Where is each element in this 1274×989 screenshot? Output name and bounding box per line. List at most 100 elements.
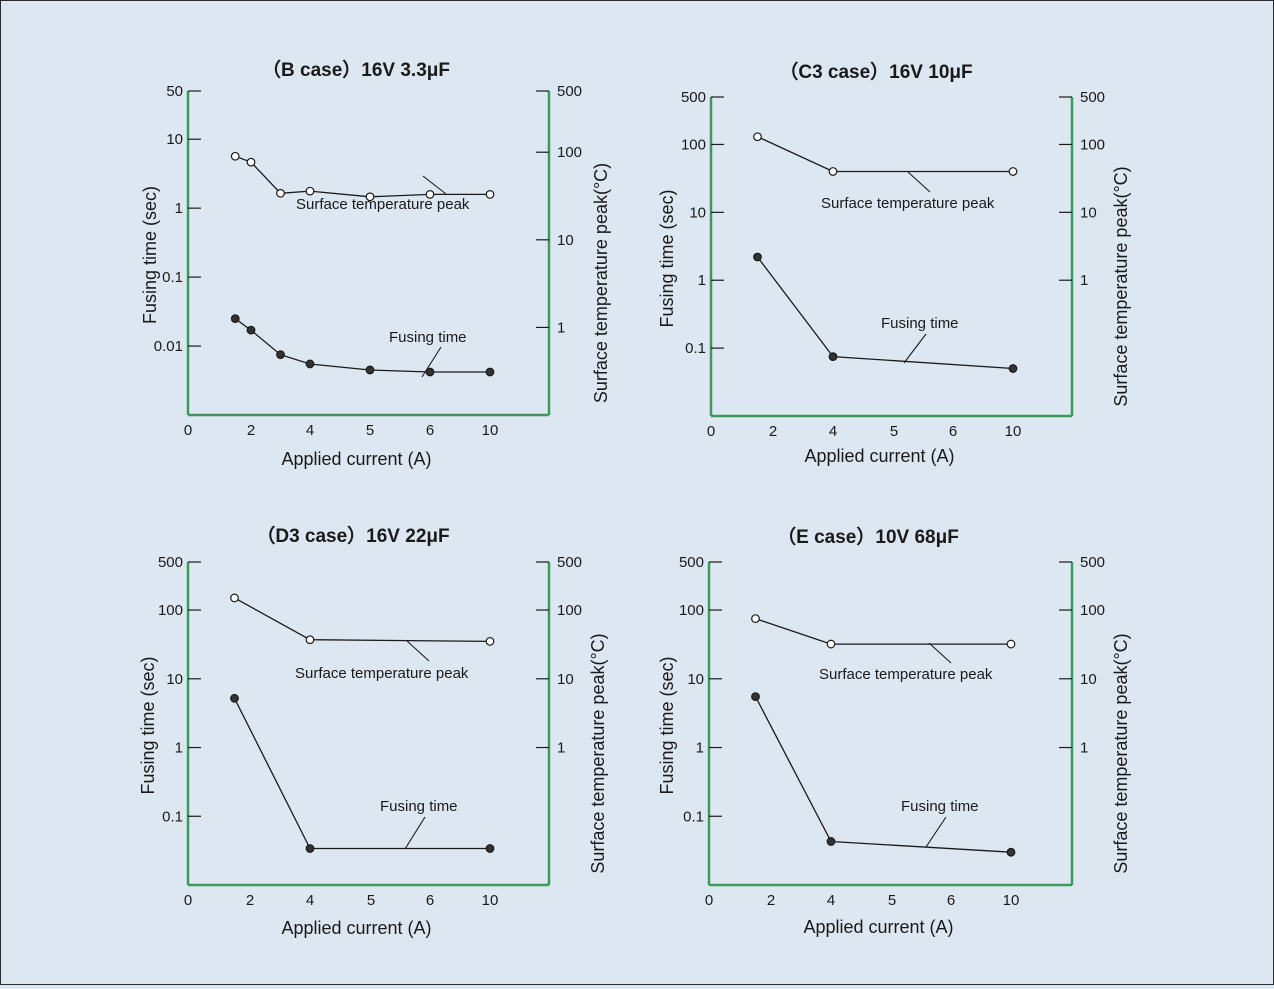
x-tick-label: 6	[426, 892, 434, 909]
temperature-point	[1006, 639, 1016, 649]
temperature-series-line	[235, 155, 490, 198]
y2-tick-label: 1	[557, 319, 565, 336]
x-tick-label: 4	[306, 422, 314, 439]
annotation-leader	[404, 816, 426, 850]
annotation-leader	[903, 333, 927, 364]
annotation-leader	[928, 642, 952, 664]
fusing-point	[230, 314, 240, 324]
fusing-point	[276, 350, 285, 360]
x-tick-label: 2	[767, 892, 775, 909]
x-tick-label: 4	[827, 892, 835, 909]
y2-axis-label: Surface temperature peak(°C)	[1111, 633, 1131, 873]
y-tick-label: 100	[681, 136, 706, 153]
x-tick-label: 10	[482, 892, 499, 909]
x-tick-label: 4	[306, 892, 314, 909]
annotation-leader	[925, 816, 947, 848]
fusing-point	[425, 367, 435, 377]
temperature-point	[246, 157, 256, 167]
fusing-point	[305, 844, 315, 853]
y2-tick-label: 500	[557, 83, 582, 100]
y2-axis-label: Surface temperature peak(°C)	[591, 163, 611, 403]
temperature-point	[230, 593, 239, 603]
chart-panel-1: （B case）16V 3.3μF 0 2 4 5 6 10 Applied current …	[140, 58, 611, 469]
y2-tick-label: 10	[1080, 204, 1097, 221]
y2-tick-label: 500	[1080, 89, 1105, 106]
y-tick-label: 10	[166, 131, 183, 148]
fusing-point	[230, 693, 239, 703]
fusing-series-line	[754, 696, 1012, 853]
annotation-leader	[421, 346, 442, 378]
x-tick-label: 5	[366, 422, 374, 439]
y-tick-label: 500	[158, 554, 183, 571]
chart-title: （B case）16V 3.3μF	[262, 58, 450, 81]
y-tick-label: 0.1	[683, 808, 704, 825]
y-tick-label: 1	[698, 272, 706, 289]
temperature-series-line	[757, 136, 1013, 173]
y2-tick-label: 10	[557, 671, 574, 688]
annotation-leader	[406, 640, 430, 662]
x-tick-label: 4	[829, 423, 837, 440]
temperature-annotation: Surface temperature peak	[296, 196, 470, 213]
y-tick-label: 100	[679, 602, 704, 619]
y2-tick-label: 10	[1080, 671, 1097, 688]
y2-tick-label: 10	[557, 232, 574, 249]
y-tick-label: 1	[175, 740, 183, 757]
fusing-point	[305, 359, 315, 369]
fusing-series-line	[233, 698, 490, 850]
y-tick-label: 0.1	[162, 808, 183, 825]
chart-title: （D3 case）16V 22μF	[256, 524, 449, 547]
fusing-series-line	[756, 256, 1014, 370]
temperature-annotation: Surface temperature peak	[821, 195, 995, 212]
y-tick-label: 100	[158, 602, 183, 619]
y-tick-label: 1	[696, 740, 704, 757]
fusing-point	[751, 692, 760, 702]
y2-tick-label: 100	[557, 602, 582, 619]
x-tick-label: 6	[947, 892, 955, 909]
y-axis-label: Fusing time (sec)	[138, 656, 158, 794]
x-tick-label: 0	[705, 892, 713, 909]
x-tick-label: 0	[707, 423, 715, 440]
temperature-point	[826, 639, 836, 649]
x-tick-label: 6	[426, 422, 434, 439]
x-tick-label: 2	[769, 423, 777, 440]
y-tick-label: 1	[175, 200, 183, 217]
fusing-point	[826, 837, 836, 846]
temperature-point	[276, 188, 285, 198]
fusing-annotation: Fusing time	[901, 798, 979, 815]
y-tick-label: 0.1	[162, 269, 183, 286]
fusing-point	[365, 365, 375, 375]
temperature-annotation: Surface temperature peak	[295, 665, 469, 682]
x-tick-label: 5	[890, 423, 898, 440]
temperature-point	[828, 167, 838, 176]
y2-tick-label: 1	[1080, 740, 1088, 757]
temperature-series-line	[234, 597, 491, 643]
y2-tick-label: 500	[557, 554, 582, 571]
fusing-point	[1006, 847, 1016, 857]
x-tick-label: 2	[247, 422, 255, 439]
temperature-series-line	[755, 617, 1011, 645]
temperature-point	[230, 151, 240, 161]
fusing-annotation: Fusing time	[380, 798, 458, 815]
chart-title: （C3 case）16V 10μF	[779, 60, 972, 83]
fusing-point	[246, 325, 256, 335]
temperature-point	[753, 132, 762, 142]
annotation-leader	[422, 175, 447, 195]
y2-axis-label: Surface temperature peak(°C)	[588, 633, 608, 873]
fusing-point	[485, 367, 495, 377]
y-tick-label: 0.01	[154, 338, 183, 355]
y2-tick-label: 100	[1080, 602, 1105, 619]
temperature-point	[485, 636, 495, 646]
x-tick-label: 10	[482, 422, 499, 439]
y2-tick-label: 100	[1080, 136, 1105, 153]
temperature-point	[365, 192, 375, 202]
fusing-point	[753, 252, 762, 262]
x-axis-label: Applied current (A)	[281, 918, 431, 938]
y-axis-label: Fusing time (sec)	[657, 656, 677, 794]
y-axis-label: Fusing time (sec)	[140, 186, 160, 324]
x-tick-label: 10	[1005, 423, 1022, 440]
x-tick-label: 0	[184, 892, 192, 909]
temperature-point	[425, 189, 435, 199]
y2-tick-label: 1	[1080, 272, 1088, 289]
